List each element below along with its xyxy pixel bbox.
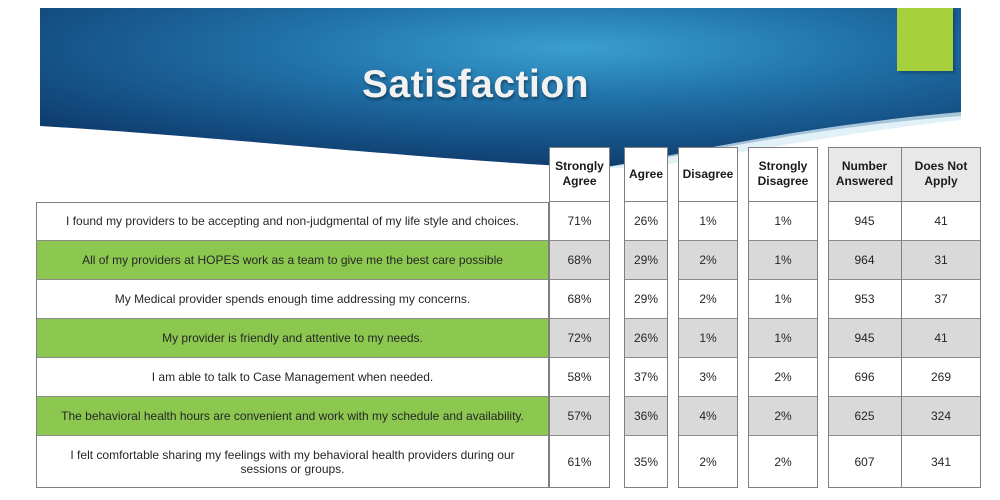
header-does-not-apply: Does Not Apply	[901, 147, 981, 202]
header-disagree: Disagree	[678, 147, 738, 202]
question-cell: The behavioral health hours are convenie…	[36, 397, 549, 436]
cell-does-not-apply: 31	[901, 241, 981, 280]
cell-number-answered: 607	[828, 436, 901, 488]
cell-does-not-apply: 37	[901, 280, 981, 319]
cell-number-answered: 964	[828, 241, 901, 280]
page-title: Satisfaction	[361, 63, 590, 106]
cell-agree: 37%	[624, 358, 668, 397]
question-cell: I felt comfortable sharing my feelings w…	[36, 436, 549, 488]
cell-number-answered: 945	[828, 319, 901, 358]
question-cell: My Medical provider spends enough time a…	[36, 280, 549, 319]
cell-number-answered: 953	[828, 280, 901, 319]
cell-strongly-disagree: 1%	[748, 280, 818, 319]
header-strongly-agree: Strongly Agree	[549, 147, 610, 202]
cell-agree: 35%	[624, 436, 668, 488]
cell-strongly-agree: 57%	[549, 397, 610, 436]
cell-disagree: 1%	[678, 202, 738, 241]
cell-agree: 29%	[624, 280, 668, 319]
cell-does-not-apply: 41	[901, 202, 981, 241]
cell-disagree: 2%	[678, 280, 738, 319]
cell-number-answered: 625	[828, 397, 901, 436]
cell-number-answered: 696	[828, 358, 901, 397]
cell-strongly-agree: 68%	[549, 241, 610, 280]
cell-agree: 29%	[624, 241, 668, 280]
cell-disagree: 2%	[678, 241, 738, 280]
cell-number-answered: 945	[828, 202, 901, 241]
cell-agree: 36%	[624, 397, 668, 436]
question-cell: All of my providers at HOPES work as a t…	[36, 241, 549, 280]
disagree-column-frame	[678, 147, 738, 488]
cell-disagree: 3%	[678, 358, 738, 397]
cell-strongly-agree: 68%	[549, 280, 610, 319]
cell-agree: 26%	[624, 202, 668, 241]
question-cell: I found my providers to be accepting and…	[36, 202, 549, 241]
cell-strongly-disagree: 1%	[748, 202, 818, 241]
header-agree: Agree	[624, 147, 668, 202]
strongly-disagree-column-frame	[748, 147, 818, 488]
cell-does-not-apply: 41	[901, 319, 981, 358]
cell-agree: 26%	[624, 319, 668, 358]
agree-column-frame	[624, 147, 668, 488]
header-number-answered: Number Answered	[828, 147, 901, 202]
cell-strongly-agree: 72%	[549, 319, 610, 358]
strongly-agree-column-frame	[549, 147, 610, 488]
accent-square	[897, 8, 953, 71]
title-banner: Satisfaction	[40, 8, 961, 168]
cell-strongly-agree: 58%	[549, 358, 610, 397]
question-cell: I am able to talk to Case Management whe…	[36, 358, 549, 397]
counts-column-frame	[828, 147, 981, 488]
cell-does-not-apply: 269	[901, 358, 981, 397]
cell-strongly-disagree: 2%	[748, 397, 818, 436]
cell-does-not-apply: 324	[901, 397, 981, 436]
cell-strongly-agree: 61%	[549, 436, 610, 488]
cell-strongly-disagree: 2%	[748, 436, 818, 488]
cell-strongly-disagree: 1%	[748, 319, 818, 358]
counts-divider	[901, 147, 902, 488]
cell-strongly-disagree: 2%	[748, 358, 818, 397]
cell-disagree: 4%	[678, 397, 738, 436]
question-column-frame	[36, 202, 549, 488]
cell-strongly-disagree: 1%	[748, 241, 818, 280]
question-cell: My provider is friendly and attentive to…	[36, 319, 549, 358]
cell-strongly-agree: 71%	[549, 202, 610, 241]
header-strongly-disagree: Strongly Disagree	[748, 147, 818, 202]
cell-disagree: 1%	[678, 319, 738, 358]
